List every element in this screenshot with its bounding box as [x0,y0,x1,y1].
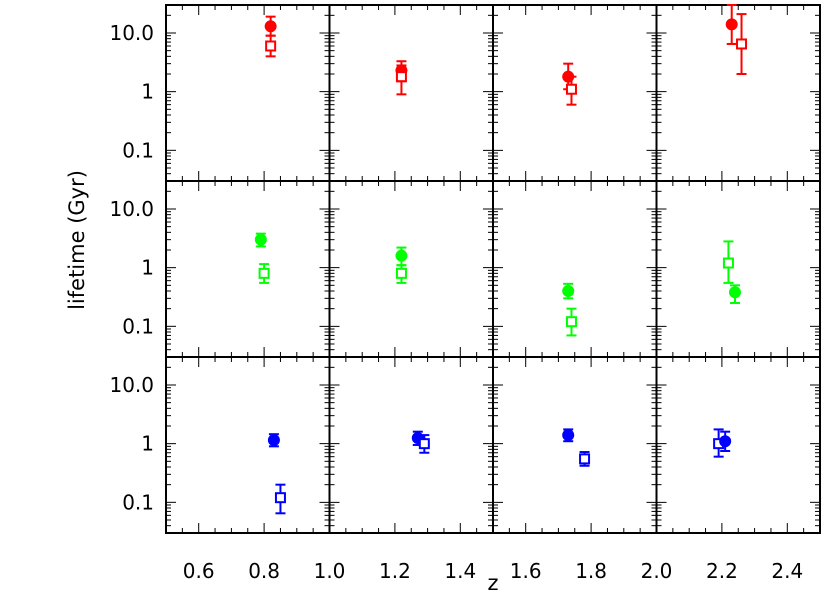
data-point [565,307,577,337]
circle-marker [264,20,277,33]
data-point [395,264,407,284]
data-point [719,430,732,452]
square-marker [395,267,407,279]
data-point [722,240,734,284]
data-point [565,75,577,106]
data-marks [254,4,748,515]
y-tick-label: 1 [141,432,154,456]
square-marker [258,267,270,279]
data-point [258,263,270,284]
x-tick-label: 2.0 [641,559,673,583]
x-tick-label: 2.4 [771,559,803,583]
y-tick-label: 0.1 [122,490,154,514]
y-tick-label: 1 [141,80,154,104]
x-tick-label: 1.4 [444,559,476,583]
x-tick-label: 0.6 [183,559,215,583]
x-tick-label: 1.2 [379,559,411,583]
circle-marker [267,434,280,447]
x-tick-label: 1.6 [510,559,542,583]
square-marker [565,316,577,328]
data-point [264,15,277,37]
square-marker [274,492,286,504]
x-tick-label: 1.8 [575,559,607,583]
data-point [562,428,575,443]
square-marker [418,438,430,450]
square-marker [395,71,407,83]
circle-marker [719,435,732,448]
data-point [254,232,267,248]
square-marker [736,38,748,50]
data-point [725,4,738,45]
y-tick-label: 10.0 [109,21,154,45]
data-point [562,282,575,300]
circle-marker [254,233,267,246]
square-marker [265,40,277,52]
data-point [265,34,277,58]
y-tick-label: 10.0 [109,373,154,397]
data-point [736,13,748,75]
data-point [274,483,286,515]
x-tick-label: 2.2 [706,559,738,583]
square-marker [565,83,577,95]
x-axis-title: z [487,571,498,593]
data-point [267,433,280,448]
y-tick-label: 0.1 [122,314,154,338]
square-marker [722,257,734,269]
circle-marker [395,249,408,262]
x-tick-label: 0.8 [248,559,280,583]
data-point [418,434,430,454]
data-point [579,451,591,467]
tick-marks [165,4,821,534]
x-tick-label: 1.0 [314,559,346,583]
y-axis-title: lifetime (Gyr) [65,170,89,310]
circle-marker [562,285,575,298]
square-marker [579,453,591,465]
circle-marker [728,286,741,299]
circle-marker [725,18,738,31]
y-tick-label: 10.0 [109,197,154,221]
tick-labels: 0.6 0.8 1.0 1.2 1.4 1.6 1.8 2.0 2.2 2.410.010.110… [109,21,803,583]
data-point [728,284,741,304]
y-tick-label: 1 [141,256,154,280]
circle-marker [562,429,575,442]
y-tick-label: 0.1 [122,138,154,162]
data-point [395,64,407,96]
